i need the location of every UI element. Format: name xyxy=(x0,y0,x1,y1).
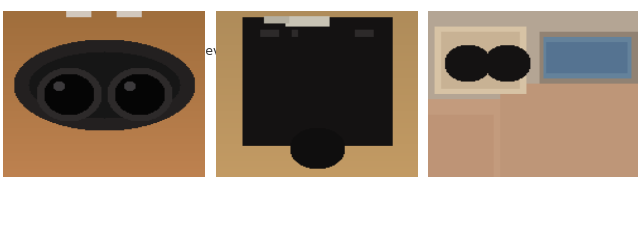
Text: lab-on-a-headset: lab-on-a-headset xyxy=(265,45,379,58)
Text: Developed acquisition device: Developed acquisition device xyxy=(46,45,243,58)
Text: .: . xyxy=(388,45,392,58)
Text: (b) Top view: (b) Top view xyxy=(279,40,355,53)
Text: Fig. 2.: Fig. 2. xyxy=(4,45,42,58)
Text: (a) Front view: (a) Front view xyxy=(61,40,147,53)
Text: (c) In use: (c) In use xyxy=(503,40,562,53)
